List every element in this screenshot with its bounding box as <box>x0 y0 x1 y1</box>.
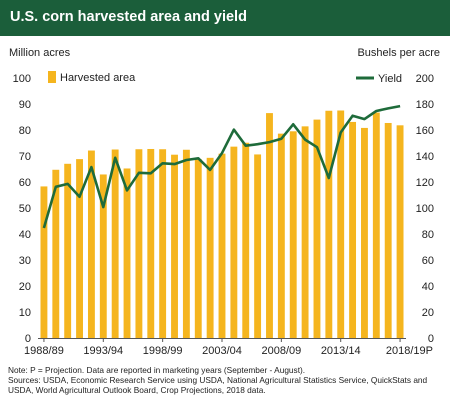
y-left-tick-label: 70 <box>19 151 31 163</box>
bar-harvested-area <box>135 149 143 338</box>
bar-harvested-area <box>396 125 404 338</box>
y-right-tick-label: 180 <box>416 99 434 111</box>
bar-harvested-area <box>123 168 131 338</box>
bar-harvested-area <box>266 113 273 338</box>
x-tick-label: 1993/94 <box>83 345 123 357</box>
bar-harvested-area <box>218 153 226 338</box>
x-tick-label: 2003/04 <box>202 345 242 357</box>
y-right-tick-label: 20 <box>422 307 434 319</box>
legend-label-yield: Yield <box>378 73 402 85</box>
bar-harvested-area <box>289 131 297 338</box>
bar-harvested-area <box>254 154 262 338</box>
bar-harvested-area <box>52 169 60 338</box>
bar-harvested-area <box>206 157 214 338</box>
legend-label-harvested-area: Harvested area <box>60 72 136 84</box>
line-yield <box>42 104 401 229</box>
y-right-tick-label: 60 <box>422 255 434 267</box>
bar-harvested-area <box>111 149 119 338</box>
bar-harvested-area <box>147 148 155 338</box>
y-right-tick-label: 160 <box>416 125 434 137</box>
bar-harvested-area <box>230 146 238 338</box>
bar-harvested-area <box>325 110 333 338</box>
chart-area: Million acres Bushels per acre 0 10 20 30 40 50… <box>9 47 440 357</box>
x-tick-label: 1998/99 <box>143 345 183 357</box>
y-right-tick-label: 120 <box>416 177 434 189</box>
bar-harvested-area <box>384 122 392 338</box>
y-right-tick-label: 140 <box>416 151 434 163</box>
x-tick-label: 2008/09 <box>261 345 301 357</box>
chart-header: U.S. corn harvested area and yield <box>0 0 450 36</box>
y-left-tick-label: 90 <box>19 99 31 111</box>
y-right-tick-label: 80 <box>422 229 434 241</box>
bar-harvested-area <box>301 126 309 338</box>
bar-harvested-area <box>242 142 250 338</box>
chart-title: U.S. corn harvested area and yield <box>10 9 247 25</box>
bar-harvested-area <box>99 174 107 338</box>
y-right-tick-label: 0 <box>428 333 434 345</box>
y-left-tick-label: 80 <box>19 125 31 137</box>
sources-text-line-1: Sources: USDA, Economic Research Service… <box>8 375 428 385</box>
y-left-axis-title: Million acres <box>9 47 71 59</box>
bar-harvested-area <box>159 149 167 338</box>
y-left-tick-label: 60 <box>19 177 31 189</box>
note-text: Note: P = Projection. Data are reported … <box>8 365 306 375</box>
y-left-tick-label: 30 <box>19 255 31 267</box>
chart-footer: Note: P = Projection. Data are reported … <box>8 365 448 395</box>
sources-text-line-2: USDA, World Agricultural Outlook Board, … <box>8 385 266 395</box>
y-left-tick-label: 10 <box>19 307 31 319</box>
x-tick-label: 2013/14 <box>321 345 361 357</box>
y-left-tick-label: 50 <box>19 203 31 215</box>
bar-harvested-area <box>76 159 83 338</box>
bar-harvested-area <box>194 159 202 338</box>
bar-harvested-area <box>337 110 345 338</box>
bar-harvested-area <box>349 121 357 338</box>
bar-harvested-area <box>277 133 285 338</box>
bar-harvested-area <box>182 149 190 338</box>
legend-swatch-harvested-area <box>48 71 56 83</box>
bar-harvested-area <box>361 127 368 338</box>
y-left-tick-label: 0 <box>25 333 31 345</box>
bar-harvested-area <box>313 119 321 338</box>
y-left-tick-label: 40 <box>19 229 31 241</box>
y-left-tick-label: 20 <box>19 281 31 293</box>
bar-harvested-area <box>87 150 95 338</box>
bar-harvested-area <box>372 112 380 338</box>
y-right-axis-title: Bushels per acre <box>357 47 440 59</box>
bar-harvested-area <box>171 154 178 338</box>
x-tick-label: 2018/19P <box>386 345 433 357</box>
y-right-tick-label: 200 <box>416 73 434 85</box>
bar-harvested-area <box>40 186 48 338</box>
y-right-tick-label: 100 <box>416 203 434 215</box>
y-left-tick-label: 100 <box>13 73 31 85</box>
y-right-tick-label: 40 <box>422 281 434 293</box>
bar-harvested-area <box>64 163 72 338</box>
x-tick-label: 1988/89 <box>24 345 64 357</box>
